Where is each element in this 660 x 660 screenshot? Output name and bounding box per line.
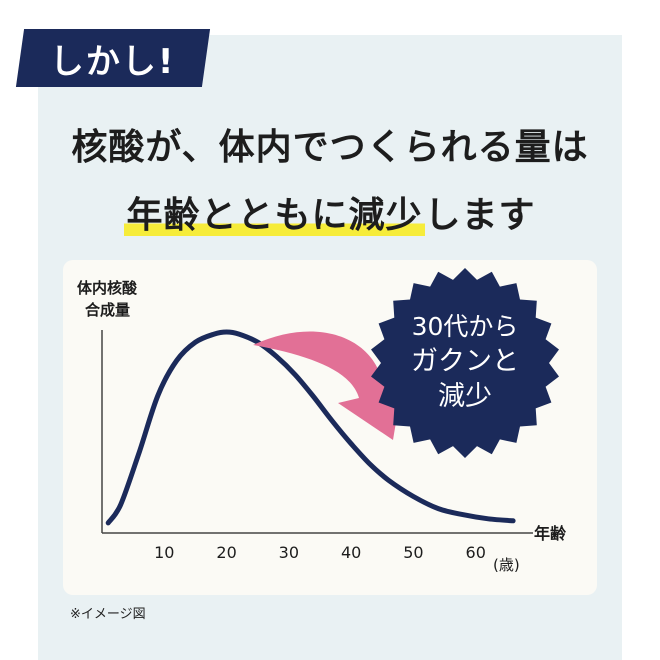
x-tick-labels: 10 20 30 40 50 60 (154, 543, 486, 562)
burst-badge: 30代から ガクンと 減少 (371, 268, 559, 458)
however-tag-text: しかし! (50, 41, 176, 82)
headline-line-2-rest: します (424, 194, 536, 236)
age-nucleic-acid-chart: 体内核酸 合成量 年齢 10 20 30 40 50 60 (歳) 30代から ガクンと … (77, 268, 567, 574)
x-tick-label-20: 20 (216, 543, 236, 562)
headline-highlight: 年齢とともに減少 (124, 194, 425, 236)
footnote: ※イメージ図 (70, 607, 146, 622)
y-axis-label-line-2: 合成量 (84, 301, 130, 319)
decline-arrow (253, 331, 403, 440)
x-axis-label: 年齢 (534, 524, 567, 543)
chart-card: 体内核酸 合成量 年齢 10 20 30 40 50 60 (歳) 30代から ガクンと … (63, 260, 597, 595)
headline-line-2: 年齢とともに減少します (0, 186, 660, 238)
x-tick-label-30: 30 (279, 543, 299, 562)
badge-line-2: ガクンと (411, 346, 519, 377)
headline-line-1: 核酸が、体内でつくられる量は (71, 126, 589, 168)
y-axis-label-line-1: 体内核酸 (77, 279, 138, 297)
x-tick-label-40: 40 (341, 543, 361, 562)
x-tick-label-60: 60 (466, 543, 486, 562)
x-tick-label-50: 50 (403, 543, 423, 562)
badge-line-1: 30代から (412, 312, 519, 341)
however-tag: しかし! (15, 29, 211, 87)
series-line (105, 329, 516, 526)
badge-line-3: 減少 (438, 381, 492, 412)
burst-badge-shape (371, 268, 559, 458)
x-tick-label-10: 10 (154, 543, 174, 562)
x-axis-unit: (歳) (493, 556, 520, 574)
